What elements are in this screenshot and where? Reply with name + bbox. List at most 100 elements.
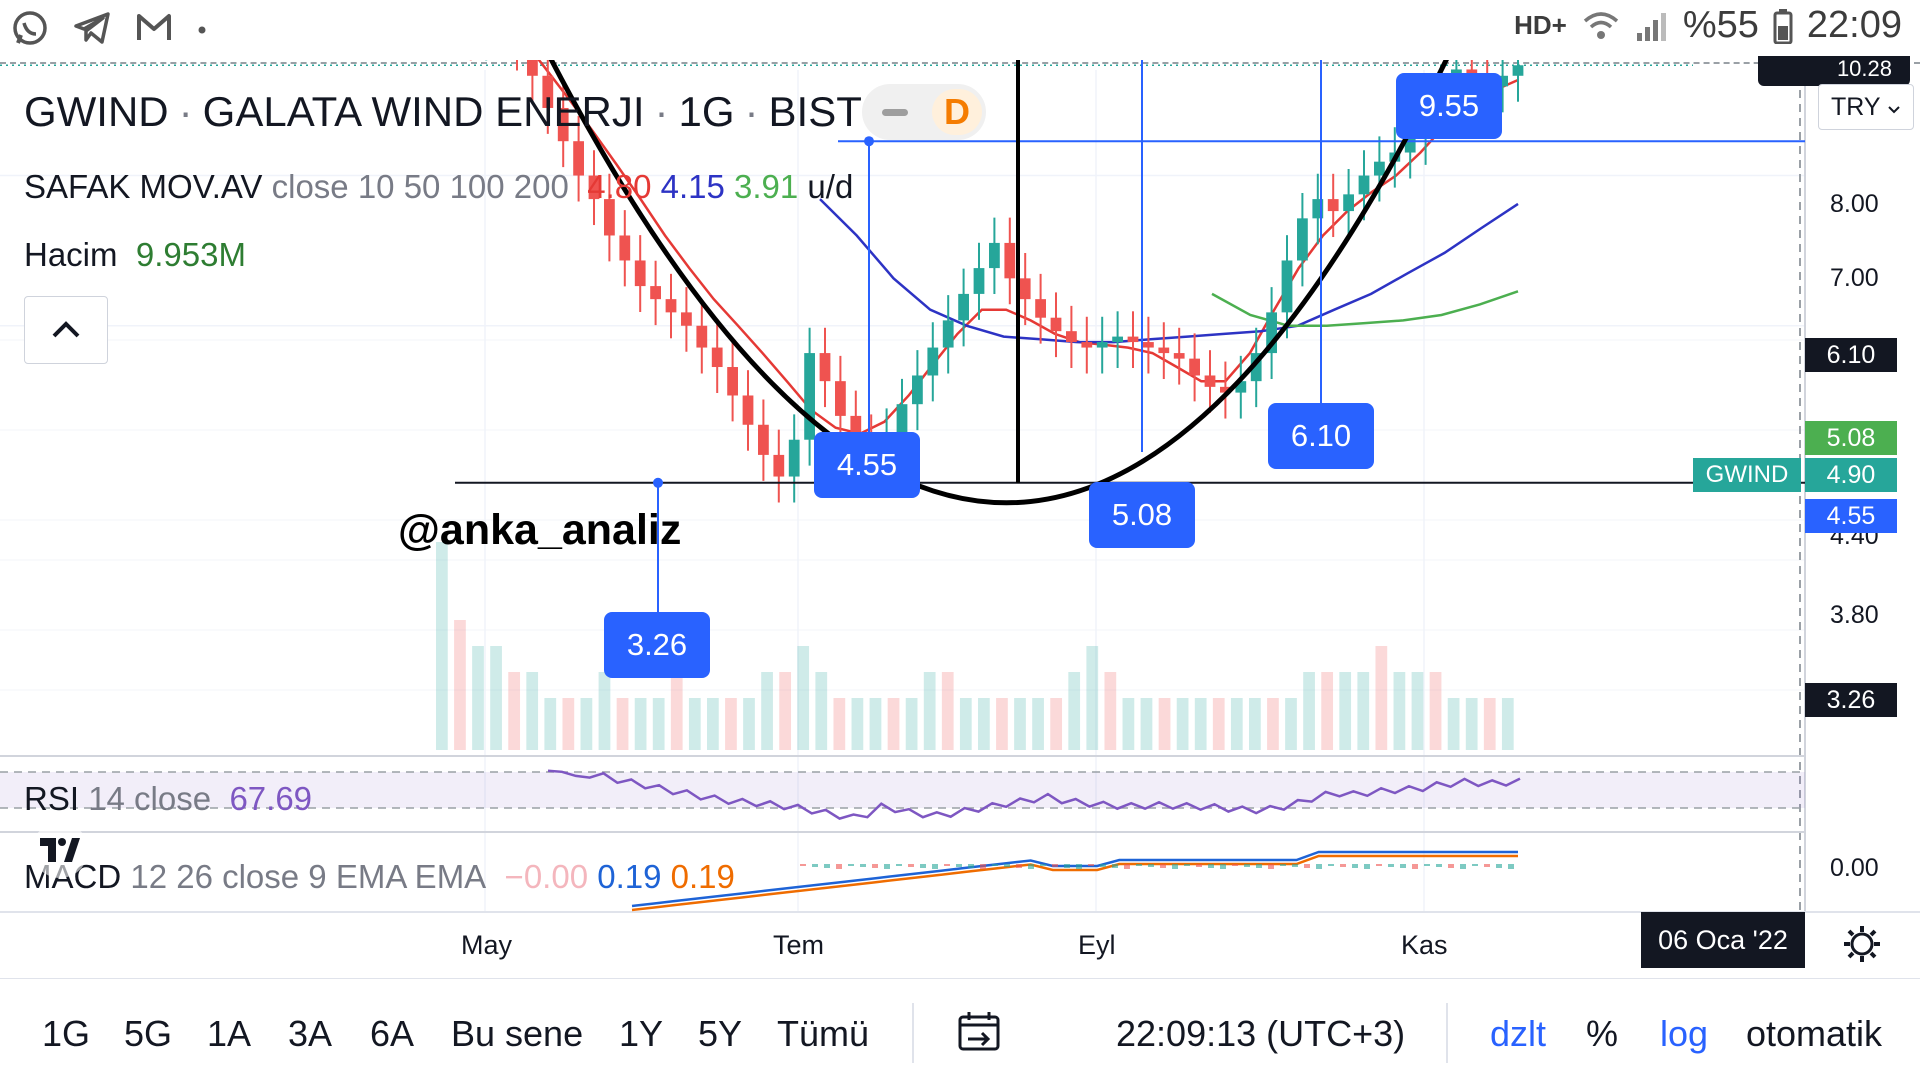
macd-histogram-bar [884,864,890,869]
volume-bar [941,672,954,750]
macd-legend[interactable]: MACD 12 26 close 9 EMA EMA −0.00 0.19 0.… [24,858,735,896]
minus-icon [882,109,908,116]
battery-icon [1773,8,1793,44]
note-3-26[interactable]: 3.26 [604,612,710,678]
candle-body [942,320,954,348]
candle-body [850,415,862,440]
tf-1g[interactable]: 1G [42,1013,91,1054]
macd-histogram-bar [1460,864,1466,869]
macd-histogram-bar [1124,864,1130,869]
macd-histogram-bar [1388,864,1394,867]
symbol-price-label: GWIND [1693,458,1801,492]
volume-bar [1285,698,1297,750]
tf-1y[interactable]: 1Y [619,1013,664,1054]
wifi-icon [1583,11,1618,39]
tf-tumu[interactable]: Tümü [777,1013,870,1054]
percent-toggle[interactable]: % [1586,1013,1619,1054]
volume-bar [508,672,521,750]
note-4-55[interactable]: 4.55 [814,432,920,498]
auto-scale-toggle[interactable]: otomatik [1746,1013,1883,1054]
collapse-legend-button[interactable] [24,296,108,364]
volume-bar [1014,698,1026,750]
time-label-kas: Kas [1401,930,1448,960]
symbol-ticker: GWIND [24,88,169,135]
volume-bar [1447,698,1460,750]
macd-histogram-bar [1148,864,1154,867]
candle-body [573,141,584,176]
dot-icon [198,26,206,34]
macd-histogram-bar [1328,864,1334,866]
candle-body [773,454,785,477]
volume-bar [526,672,539,750]
macd-histogram-bar [1484,864,1490,867]
macd-histogram-bar [1172,864,1178,869]
market-status-badge[interactable]: D [862,84,986,140]
macd-histogram-bar [956,864,962,867]
macd-histogram-bar [836,864,842,869]
volume-bar [959,698,972,750]
candle-body [619,235,631,261]
candle-body [1404,138,1416,153]
rsi-name: RSI [24,780,80,817]
volume-bar [1249,698,1261,750]
chevron-down-icon [1888,106,1900,114]
volume-legend[interactable]: Hacim 9.953M [24,236,246,274]
ma100-value: 3.91 [734,168,799,205]
volume-bar [797,646,810,750]
candle-body [711,347,723,368]
candle-body [1204,375,1216,387]
macd-histogram-bar [1004,864,1010,867]
tf-bu-sene[interactable]: Bu sene [451,1013,584,1054]
note-5-08[interactable]: 5.08 [1089,482,1195,548]
time-label-may: May [461,930,513,960]
volume-bar [1267,698,1279,750]
price-tag-3-26: 3.26 [1805,683,1897,717]
chart-canvas[interactable] [0,60,1920,980]
candle-body [788,439,800,477]
symbol-header[interactable]: GWIND · GALATA WIND ENERJI · 1G · BIST [24,88,862,135]
settings-gear-icon[interactable] [1840,922,1884,966]
candle-body [1189,358,1200,376]
candle-body [804,353,815,440]
candle-body [742,395,754,425]
tf-5g[interactable]: 5G [124,1013,173,1054]
macd-histogram-bar [1040,864,1046,866]
cup-handle-drawing [455,60,1805,678]
volume-bar [1429,672,1442,750]
volume-bar [652,698,665,750]
go-to-date-icon[interactable] [956,1009,1002,1055]
candle-body [896,404,908,434]
rsi-legend[interactable]: RSI 14 close 67.69 [24,780,312,818]
adjust-toggle[interactable]: dzlt [1490,1013,1547,1054]
tf-5y[interactable]: 5Y [698,1013,743,1054]
macd-histogram-bar [1412,864,1418,869]
note-target-9-55[interactable]: 9.55 [1396,73,1502,139]
log-toggle[interactable]: log [1660,1013,1709,1054]
candle-body [1235,381,1247,393]
volume-bar [688,698,701,750]
macd-histogram-bar [1052,864,1058,867]
whatsapp-icon [13,11,47,45]
ma-params: close 10 50 100 200 [271,168,569,205]
ma-legend[interactable]: SAFAK MOV.AV close 10 50 100 200 4.80 4.… [24,168,853,206]
watermark-text: @anka_analiz [398,506,682,554]
tf-3a[interactable]: 3A [288,1013,333,1054]
moving-averages [537,60,1519,436]
macd-value: 0.19 [597,858,662,895]
volume-bar [833,698,846,750]
tf-1a[interactable]: 1A [207,1013,252,1054]
candle-body [1127,336,1139,343]
note-6-10[interactable]: 6.10 [1268,403,1374,469]
price-tag-last: 4.90 [1805,458,1897,492]
volume-bar [725,698,737,750]
rsi-line [547,769,1521,820]
macd-histogram-bar [980,864,986,869]
volume-bar [1176,698,1189,750]
candle-body [1327,199,1339,212]
macd-histogram-bar [1292,864,1298,867]
tf-6a[interactable]: 6A [370,1013,415,1054]
candle-body [973,268,985,294]
macd-histogram-bar [1028,864,1034,869]
currency-selector[interactable]: TRY [1818,84,1914,130]
volume-bar [887,698,900,750]
